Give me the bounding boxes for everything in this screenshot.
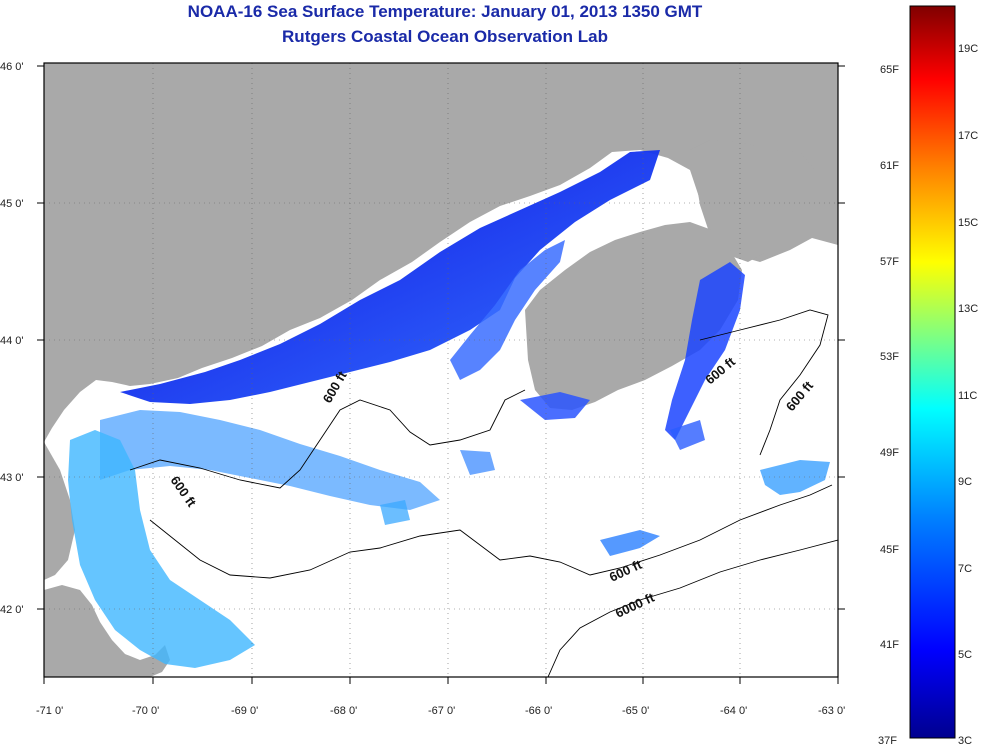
- lat-label-45: 45 0': [0, 198, 24, 210]
- contour-600ft-scotian: [699, 309, 829, 456]
- scale-c-15: 15C: [958, 217, 978, 229]
- lat-label-43: 43 0': [0, 472, 24, 484]
- contour-600ft-gulf: [129, 389, 526, 489]
- scale-f-49: 49F: [880, 447, 899, 459]
- sst-offshore-patch-5: [380, 500, 410, 525]
- colorbar: [909, 5, 956, 739]
- lat-label-44: 44 0': [0, 335, 24, 347]
- scale-f-53: 53F: [880, 351, 899, 363]
- land-nova-scotia-north: [690, 140, 815, 262]
- scale-f-57: 57F: [880, 256, 899, 268]
- scale-f-41: 41F: [880, 639, 899, 651]
- lon-label-69: -69 0': [231, 705, 258, 717]
- scale-c-9: 9C: [958, 476, 972, 488]
- contour-600ft-south: [149, 484, 833, 579]
- sst-coastal-band: [120, 150, 660, 404]
- scale-c-11: 11C: [958, 390, 977, 402]
- scale-c-7: 7C: [958, 563, 972, 575]
- land-massachusetts: [44, 585, 170, 677]
- lon-label-68: -68 0': [330, 705, 357, 717]
- map-title: NOAA-16 Sea Surface Temperature: January…: [187, 2, 703, 21]
- scale-c-19: 19C: [958, 43, 978, 55]
- map-subtitle: Rutgers Coastal Ocean Observation Lab: [282, 27, 608, 46]
- sst-nova-scotia-patch: [665, 262, 745, 440]
- lon-label-67: -67 0': [428, 705, 455, 717]
- sst-offshore-patch-2: [760, 460, 830, 495]
- lon-label-65: -65 0': [622, 705, 649, 717]
- axis-ticks: [37, 65, 845, 684]
- lon-label-66: -66 0': [525, 705, 552, 717]
- sst-offshore-patch-1: [600, 530, 660, 556]
- lat-label-46: 46 0': [0, 61, 24, 73]
- sst-offshore-patch-6: [670, 420, 705, 450]
- sst-offshore-patch-3: [520, 392, 590, 420]
- scale-c-5: 5C: [958, 649, 972, 661]
- plot-frame: [43, 62, 839, 678]
- scale-c-17: 17C: [958, 130, 978, 142]
- land-nova-scotia: [525, 222, 742, 410]
- land-mainland: [44, 63, 838, 442]
- lon-label-71: -71 0': [36, 705, 63, 717]
- sst-maine-gulf-band: [100, 410, 440, 510]
- scale-f-45: 45F: [880, 544, 899, 556]
- lon-label-70: -70 0': [132, 705, 159, 717]
- lon-label-63: -63 0': [818, 705, 845, 717]
- contour-6000ft: [547, 539, 838, 677]
- lat-label-42: 42 0': [0, 604, 24, 616]
- sst-bay-of-fundy: [450, 240, 565, 380]
- scale-c-3: 3C: [958, 735, 972, 747]
- sst-cape-cod-band: [68, 430, 255, 668]
- scale-c-13: 13C: [958, 303, 978, 315]
- lon-label-64: -64 0': [720, 705, 747, 717]
- depth-contours: [129, 309, 838, 677]
- sst-offshore-patch-4: [460, 450, 495, 475]
- land-new-hampshire-coast: [44, 442, 75, 580]
- scale-f-37: 37F: [878, 735, 897, 747]
- scale-f-65: 65F: [880, 64, 899, 76]
- scale-f-61: 61F: [880, 160, 899, 172]
